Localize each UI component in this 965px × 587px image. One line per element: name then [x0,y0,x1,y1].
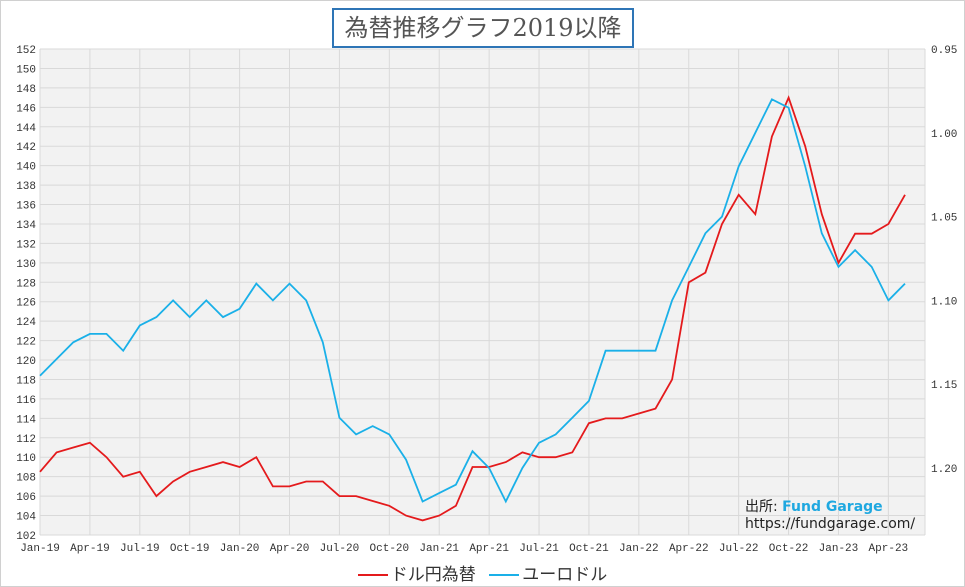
x-tick-label: Oct-21 [569,543,609,555]
y-left-tick-label: 150 [16,64,36,76]
y-left-tick-label: 148 [16,84,36,96]
series-line-usdjpy [39,95,906,522]
x-tick-label: Apr-19 [70,543,110,555]
legend-label: ドル円為替 [390,565,476,585]
x-tick-label: Oct-20 [370,543,410,555]
y-left-tick-label: 136 [16,201,36,213]
y-right-tick-label: 1.10 [931,296,957,308]
x-tick-label: Jan-21 [419,543,459,555]
y-left-tick-label: 114 [16,414,36,426]
source-line: 出所: Fund Garage [745,496,883,516]
y-right-tick-label: 1.20 [931,464,957,476]
series-line-eurusd [39,98,906,504]
x-tick-label: Apr-21 [469,543,509,555]
x-tick-label: Apr-20 [270,543,310,555]
y-left-tick-label: 142 [16,142,36,154]
y-left-tick-label: 106 [16,492,36,504]
legend: ドル円為替 ユーロドル [0,560,965,585]
y-right-tick-label: 1.05 [931,213,957,225]
y-left-tick-label: 110 [16,453,36,465]
x-tick-label: Jan-22 [619,543,659,555]
x-tick-label: Apr-22 [669,543,709,555]
legend-swatch [357,574,388,576]
x-tick-label: Jul-22 [719,543,759,555]
y-right-tick-label: 1.15 [931,380,957,392]
y-left-tick-label: 116 [16,395,36,407]
y-left-tick-label: 132 [16,239,36,251]
x-tick-label: Jul-19 [120,543,160,555]
x-tick-label: Jan-23 [819,543,859,555]
y-left-tick-label: 134 [16,220,36,232]
y-left-tick-label: 140 [16,162,36,174]
y-left-tick-label: 146 [16,103,36,115]
legend-item-usdjpy: ドル円為替 [357,565,476,585]
source-name: Fund Garage [782,499,883,515]
x-tick-label: Jul-21 [519,543,559,555]
y-left-tick-label: 118 [16,375,36,387]
y-right-tick-label: 1.00 [931,129,957,141]
y-left-tick-label: 138 [16,181,36,193]
x-tick-label: Apr-23 [869,543,909,555]
y-left-tick-label: 112 [16,434,36,446]
y-left-tick-label: 104 [16,512,36,524]
source-label: 出所: [745,499,778,515]
y-left-tick-label: 144 [16,123,36,135]
y-left-tick-label: 152 [16,45,36,57]
legend-swatch [489,574,520,576]
legend-item-eurusd: ユーロドル [489,565,607,585]
x-tick-label: Jan-19 [20,543,60,555]
y-right-tick-label: 0.95 [931,45,957,57]
legend-label: ユーロドル [522,565,608,585]
y-left-tick-label: 126 [16,298,36,310]
y-left-tick-label: 128 [16,278,36,290]
y-left-tick-label: 102 [16,531,36,543]
source-url: https://fundgarage.com/ [745,516,916,532]
x-tick-label: Oct-22 [769,543,809,555]
plot-area [40,49,925,535]
x-tick-label: Jan-20 [220,543,260,555]
y-left-tick-label: 130 [16,259,36,271]
x-tick-label: Jul-20 [320,543,360,555]
chart-title: 為替推移グラフ2019以降 [332,8,634,48]
y-left-tick-label: 120 [16,356,36,368]
x-tick-label: Oct-19 [170,543,210,555]
y-left-tick-label: 108 [16,473,36,485]
y-left-tick-label: 122 [16,337,36,349]
y-left-tick-label: 124 [16,317,36,329]
